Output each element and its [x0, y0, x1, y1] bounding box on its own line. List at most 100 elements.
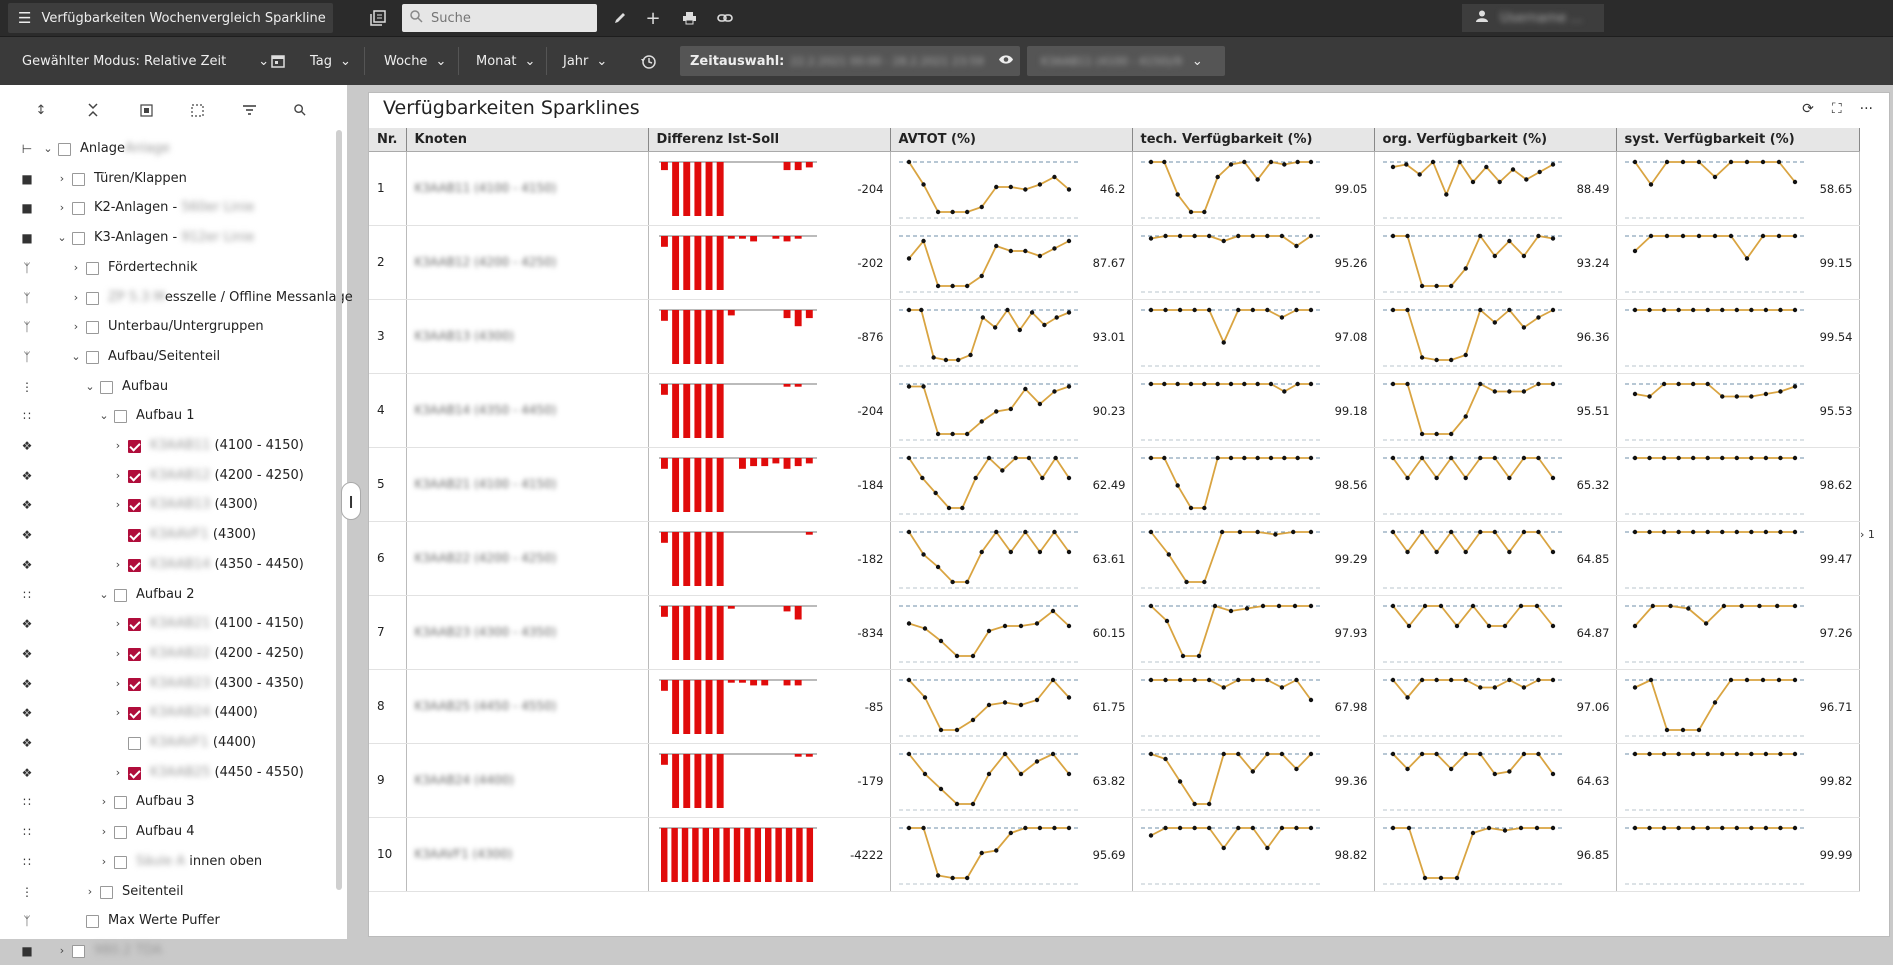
tree-checkbox[interactable] — [86, 915, 99, 929]
link-icon[interactable] — [714, 8, 736, 28]
tree-item[interactable]: ⊢ ⌄ AnlageAnlage — [0, 135, 338, 163]
tree-item[interactable]: ❖ › K3AAB11 (4100 - 4150) — [0, 432, 338, 460]
tree-checkbox[interactable] — [128, 677, 141, 691]
knoten-cell[interactable]: K3AAB24 (4400) — [406, 743, 649, 818]
table-row[interactable]: 8 K3AAB25 (4450 - 4550) -85 61.75 67.98 97.06… — [369, 669, 1860, 744]
column-header-knoten[interactable]: Knoten — [406, 128, 649, 152]
column-header-differenz[interactable]: Differenz Ist-Soll — [648, 128, 891, 152]
tree-checkbox[interactable] — [86, 321, 99, 335]
tree-checkbox[interactable] — [128, 737, 141, 750]
tree-checkbox[interactable] — [114, 855, 127, 869]
tree-checkbox[interactable] — [86, 291, 99, 305]
more-options-icon[interactable]: ··· — [1859, 101, 1873, 117]
tree-item[interactable]: ❖ › K3AAB13 (4300) — [0, 491, 338, 519]
column-header-org[interactable]: org. Verfügbarkeit (%) — [1374, 128, 1617, 152]
chevron-right-icon[interactable]: › — [115, 557, 121, 571]
tree-item[interactable]: ■ › Türen/Klappen — [0, 165, 338, 193]
history-icon[interactable] — [641, 49, 656, 73]
search-box[interactable] — [402, 4, 597, 32]
tree-item[interactable]: ᛉ Max Werte Puffer — [0, 907, 338, 935]
time-range-selector[interactable]: Zeitauswahl: 22.2.2021 00:00 - 28.2.2021… — [680, 46, 1020, 76]
chevron-down-icon[interactable]: ⌄ — [99, 587, 109, 601]
table-row[interactable]: 10 K3AAVF1 (4300) -4222 95.69 98.82 96.85 99.9… — [369, 817, 1860, 892]
knoten-cell[interactable]: K3AAVF1 (4300) — [406, 817, 649, 892]
tree-checkbox[interactable] — [128, 647, 141, 661]
table-row[interactable]: 9 K3AAB24 (4400) -179 63.82 99.36 64.63 99.82 — [369, 743, 1860, 818]
tree-checkbox[interactable] — [128, 440, 141, 453]
tree-checkbox[interactable] — [72, 172, 85, 186]
tree-item[interactable]: ❖ › K3AAB14 (4350 - 4450) — [0, 551, 338, 579]
tree-checkbox[interactable] — [128, 469, 141, 483]
knoten-cell[interactable]: K3AAB12 (4200 - 4250) — [406, 225, 649, 300]
tree-checkbox[interactable] — [114, 588, 127, 602]
tree-item[interactable]: ■ ⌄ K3-Anlagen - 912er Linie — [0, 224, 338, 252]
tree-checkbox[interactable] — [72, 202, 85, 216]
fullscreen-icon[interactable]: ⛶ — [1831, 101, 1842, 117]
chevron-right-icon[interactable]: › — [87, 884, 93, 898]
period-woche-dropdown[interactable]: Woche ⌄ — [384, 49, 446, 73]
chevron-right-icon[interactable]: › — [115, 676, 121, 690]
knoten-cell[interactable]: K3AAB21 (4100 - 4150) — [406, 447, 649, 522]
deselect-box-icon[interactable] — [188, 101, 206, 119]
tree-checkbox[interactable] — [72, 944, 85, 958]
calendar-icon[interactable] — [271, 49, 285, 73]
filter-icon[interactable] — [240, 101, 258, 119]
tree-item[interactable]: ∷ › Aufbau 3 — [0, 788, 338, 816]
tree-checkbox[interactable] — [114, 826, 127, 840]
tree-checkbox[interactable] — [128, 529, 141, 543]
chevron-right-icon[interactable]: › — [115, 646, 121, 660]
table-row[interactable]: 2 K3AAB12 (4200 - 4250) -202 87.67 95.26 93.2… — [369, 225, 1860, 300]
chevron-right-icon[interactable]: › — [101, 825, 107, 839]
column-header-syst[interactable]: syst. Verfügbarkeit (%) — [1616, 128, 1860, 152]
select-box-icon[interactable] — [137, 101, 155, 119]
table-row[interactable]: 5 K3AAB21 (4100 - 4150) -184 62.49 98.56 65.3… — [369, 447, 1860, 522]
tree-checkbox[interactable] — [128, 618, 141, 632]
tree-item[interactable]: ᛉ › Fördertechnik — [0, 254, 338, 282]
knoten-cell[interactable]: K3AAB22 (4200 - 4250) — [406, 521, 649, 596]
tree-checkbox[interactable] — [128, 707, 141, 721]
table-row[interactable]: 3 K3AAB13 (4300) -876 93.01 97.08 96.36 99.54 — [369, 299, 1860, 374]
sidebar-scrollbar[interactable] — [336, 130, 342, 890]
chevron-down-icon[interactable]: ⌄ — [71, 349, 81, 363]
tree-item[interactable]: ❖ › K3AAB25 (4450 - 4550) — [0, 759, 338, 787]
tree-checkbox[interactable] — [100, 380, 113, 394]
chevron-right-icon[interactable]: › — [115, 765, 121, 779]
column-header-nr[interactable]: Nr. — [369, 128, 407, 152]
table-row[interactable]: 6 K3AAB22 (4200 - 4250) -182 63.61 99.29 64.8… — [369, 521, 1860, 596]
pencil-icon[interactable] — [610, 8, 630, 28]
chevron-right-icon[interactable]: › — [115, 617, 121, 631]
tree-item[interactable]: ∷ ⌄ Aufbau 2 — [0, 581, 338, 609]
tree-item[interactable]: ❖ K3AAVF1 (4400) — [0, 729, 338, 757]
print-icon[interactable] — [679, 8, 699, 28]
chevron-right-icon[interactable]: › — [73, 290, 79, 304]
tree-checkbox[interactable] — [128, 766, 141, 780]
mode-dropdown[interactable]: Gewählter Modus: Relative Zeit ⌄ — [22, 49, 269, 73]
table-row[interactable]: 4 K3AAB14 (4350 - 4450) -204 90.23 99.18 95.5… — [369, 373, 1860, 448]
search-icon[interactable] — [291, 101, 309, 119]
tree-item[interactable]: ⋮ ⌄ Aufbau — [0, 373, 338, 401]
hamburger-menu-icon[interactable]: ☰ — [18, 9, 32, 27]
tree-item[interactable]: ᛉ › ZP 5.3 Messzelle / Offline Messanlage — [0, 284, 353, 312]
chevron-down-icon[interactable]: ⌄ — [43, 142, 53, 155]
knoten-cell[interactable]: K3AAB25 (4450 - 4550) — [406, 669, 649, 744]
search-input[interactable] — [431, 10, 581, 26]
tree-item[interactable]: ❖ › K3AAB24 (4400) — [0, 699, 338, 727]
tree-checkbox[interactable] — [128, 558, 141, 572]
tree-checkbox[interactable] — [58, 143, 71, 156]
knoten-cell[interactable]: K3AAB14 (4350 - 4450) — [406, 373, 649, 448]
tree-checkbox[interactable] — [114, 796, 127, 810]
tree-item[interactable]: ❖ › K3AAB23 (4300 - 4350) — [0, 670, 338, 698]
chevron-right-icon[interactable]: › — [115, 468, 121, 482]
table-row[interactable]: 7 K3AAB23 (4300 - 4350) -834 60.15 97.93 64.8… — [369, 595, 1860, 670]
tree-item[interactable]: ∷ › Aufbau 4 — [0, 818, 338, 846]
tree-item[interactable]: ᛉ ⌄ Aufbau/Seitenteil — [0, 343, 338, 371]
table-row[interactable]: 1 K3AAB11 (4100 - 4150) -204 46.2 99.05 88.49… — [369, 151, 1860, 226]
chevron-down-icon[interactable]: ⌄ — [99, 409, 109, 423]
user-menu[interactable]: Username ... — [1462, 4, 1604, 32]
chevron-right-icon[interactable]: › — [115, 706, 121, 720]
knoten-cell[interactable]: K3AAB23 (4300 - 4350) — [406, 595, 649, 670]
eye-icon[interactable] — [998, 54, 1014, 69]
plus-icon[interactable]: + — [645, 7, 661, 29]
tree-item[interactable]: ❖ › K3AAB22 (4200 - 4250) — [0, 640, 338, 668]
tree-item[interactable]: ❖ K3AAVF1 (4300) — [0, 521, 338, 549]
